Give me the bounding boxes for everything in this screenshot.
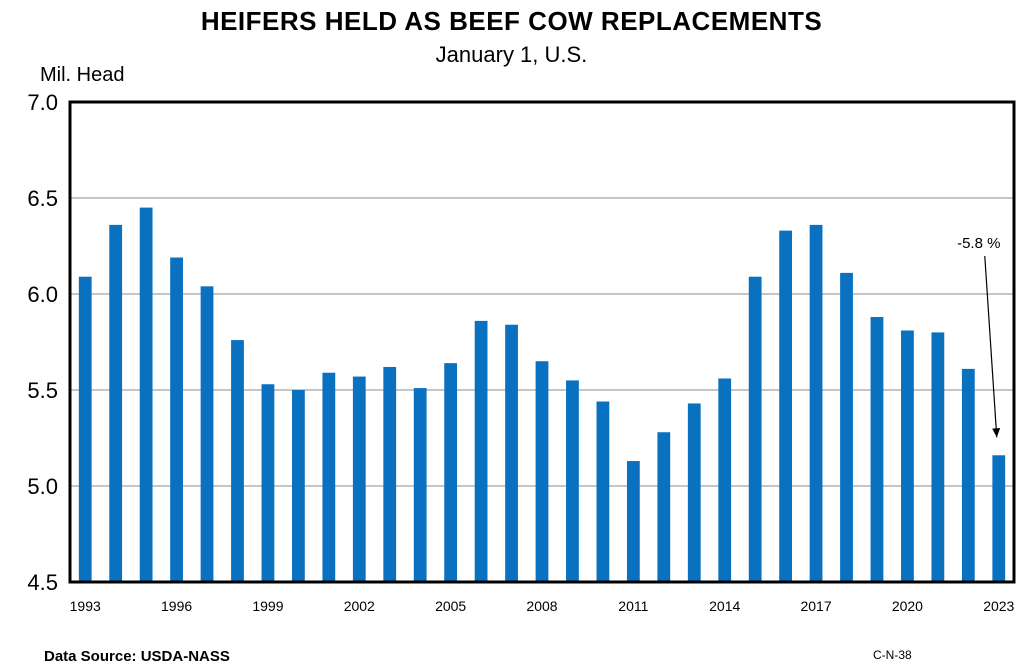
y-tick-label: 6.0 xyxy=(27,282,58,307)
y-tick-labels: 4.5 5.0 5.5 6.0 6.5 7.0 xyxy=(27,90,58,595)
bar-2014 xyxy=(718,378,732,582)
bar-1996 xyxy=(170,257,183,582)
y-tick-label: 6.5 xyxy=(27,186,58,211)
x-tick-label: 2002 xyxy=(344,598,375,614)
annotation-label: -5.8 % xyxy=(957,235,1000,252)
bar-2003 xyxy=(383,366,397,582)
bar-2021 xyxy=(931,332,945,582)
bar-2005 xyxy=(444,363,458,582)
bar-2017 xyxy=(809,224,823,582)
data-source: Data Source: USDA-NASS xyxy=(44,648,230,665)
x-tick-label: 2023 xyxy=(983,598,1014,614)
x-tick-labels: 1993 1996 1999 2002 2005 2008 2011 2014 2017 2020… xyxy=(70,598,1015,614)
y-tick-label: 4.5 xyxy=(27,570,58,595)
bar-2006 xyxy=(474,320,488,582)
x-tick-label: 2020 xyxy=(892,598,923,614)
bar-2022 xyxy=(961,368,975,582)
x-tick-label: 2017 xyxy=(800,598,831,614)
x-tick-label: 2005 xyxy=(435,598,466,614)
bar-2002 xyxy=(352,376,366,582)
bar-2008 xyxy=(535,361,549,582)
bars xyxy=(78,207,1006,582)
bar-1995 xyxy=(139,207,153,582)
bar-2013 xyxy=(687,403,701,582)
bar-1998 xyxy=(231,340,244,582)
bar-1997 xyxy=(200,286,214,582)
bar-2012 xyxy=(657,432,671,582)
x-tick-label: 1996 xyxy=(161,598,192,614)
y-tick-label: 7.0 xyxy=(27,90,58,115)
chart-code: C-N-38 xyxy=(873,648,912,662)
annotation-arrow-head xyxy=(992,428,1001,438)
annotation-arrow-line xyxy=(984,255,998,438)
bar-2001 xyxy=(322,372,336,582)
bar-2019 xyxy=(870,317,884,582)
chart-subtitle: January 1, U.S. xyxy=(435,42,588,67)
x-tick-label: 2011 xyxy=(618,598,648,614)
annotation-group: -5.8 % xyxy=(957,235,1001,438)
plot-frame xyxy=(68,100,1016,584)
bar-2016 xyxy=(779,230,793,582)
bar-2015 xyxy=(748,276,762,582)
bar-2004 xyxy=(413,388,427,582)
bar-2010 xyxy=(596,401,610,582)
chart-title: HEIFERS HELD AS BEEF COW REPLACEMENTS xyxy=(200,6,823,36)
bar-1999 xyxy=(261,384,275,582)
bar-1993 xyxy=(78,276,92,582)
bar-2009 xyxy=(566,380,579,582)
x-tick-label: 1993 xyxy=(70,598,101,614)
y-axis-label: Mil. Head xyxy=(40,64,125,86)
bar-2011 xyxy=(626,461,640,582)
bar-2000 xyxy=(291,390,305,582)
x-tick-label: 2014 xyxy=(709,598,740,614)
x-tick-label: 1999 xyxy=(252,598,283,614)
bar-2018 xyxy=(840,272,853,582)
y-tick-label: 5.0 xyxy=(27,474,58,499)
y-tick-label: 5.5 xyxy=(27,378,58,403)
bar-2023 xyxy=(992,455,1006,582)
bar-2020 xyxy=(901,330,914,582)
bar-2007 xyxy=(505,324,518,582)
bar-1994 xyxy=(109,224,123,582)
x-tick-label: 2008 xyxy=(526,598,557,614)
